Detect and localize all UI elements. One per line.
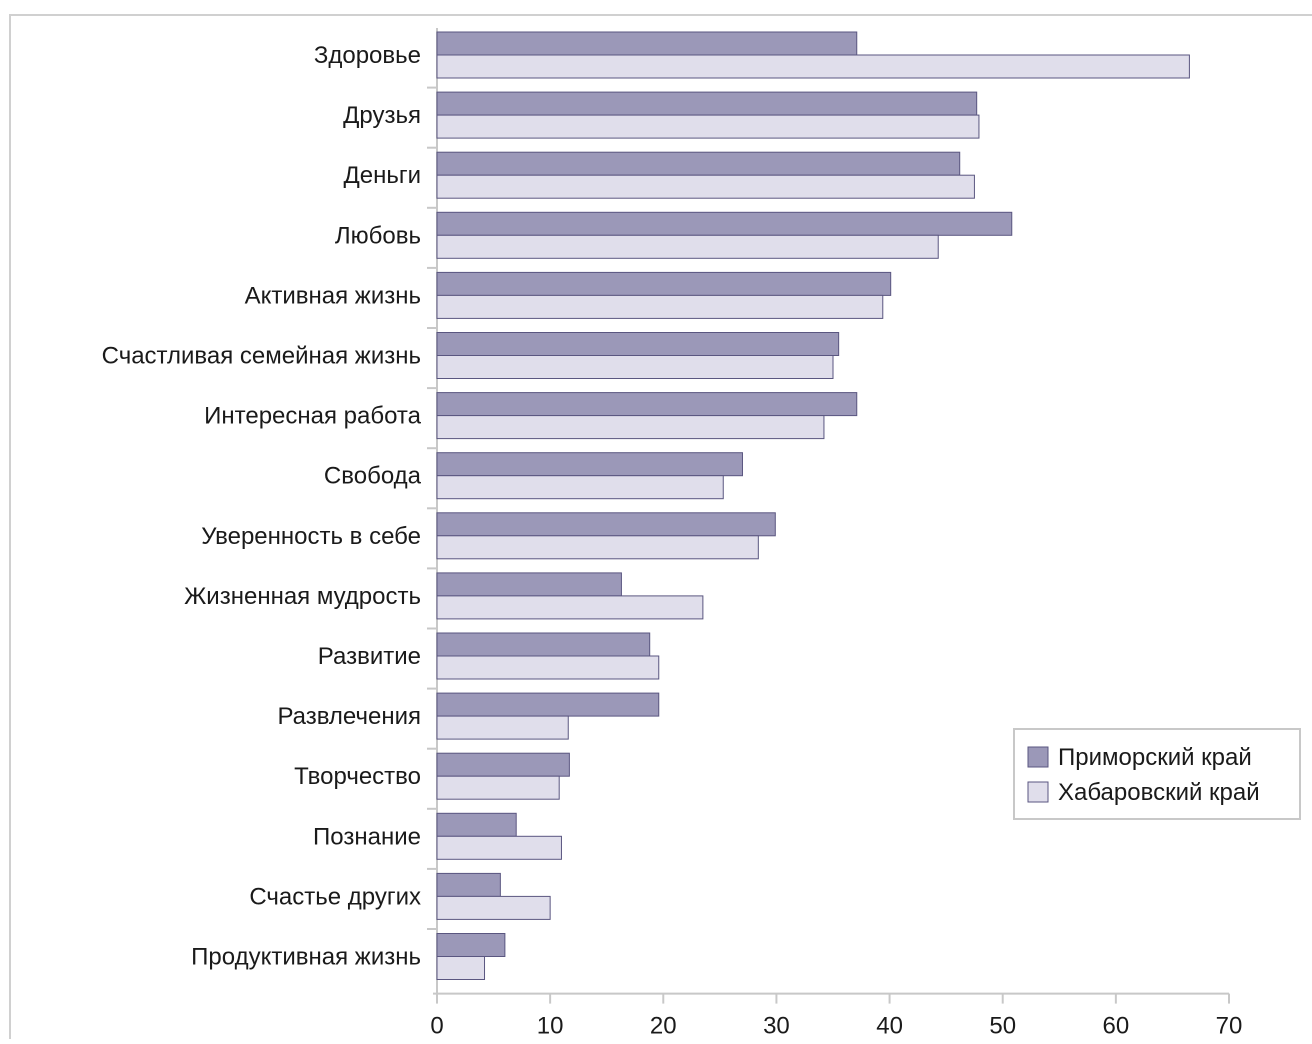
bar-primorsky-0 (436, 31, 858, 56)
bar-khabarovsk-13 (436, 835, 562, 860)
legend-swatch-khabarovsk (1027, 781, 1049, 803)
legend-label-khabarovsk: Хабаровский край (1058, 779, 1260, 806)
category-label: Счастливая семейная жизнь (102, 343, 421, 370)
x-tick-label: 30 (763, 1013, 790, 1039)
bar-khabarovsk-6 (436, 415, 825, 440)
category-label: Друзья (343, 102, 421, 129)
bar-khabarovsk-2 (436, 174, 975, 199)
category-label: Продуктивная жизнь (191, 944, 421, 971)
bar-primorsky-7 (436, 452, 743, 477)
category-label: Творчество (294, 763, 421, 790)
bar-khabarovsk-1 (436, 114, 980, 139)
x-tick-label: 60 (1103, 1013, 1130, 1039)
category-label: Счастье других (249, 883, 421, 910)
bar-primorsky-14 (436, 872, 501, 897)
legend-label-primorsky: Приморский край (1058, 744, 1252, 771)
category-label: Уверенность в себе (201, 523, 421, 550)
bar-khabarovsk-3 (436, 234, 939, 259)
legend: Приморский край Хабаровский край (1013, 728, 1301, 820)
bar-primorsky-4 (436, 271, 892, 296)
legend-box (1013, 728, 1301, 820)
bar-primorsky-6 (436, 392, 858, 417)
x-tick-label: 10 (537, 1013, 564, 1039)
category-label: Любовь (335, 222, 421, 249)
category-label: Свобода (324, 463, 422, 490)
bar-primorsky-12 (436, 752, 570, 777)
bar-primorsky-11 (436, 692, 660, 717)
bar-khabarovsk-11 (436, 715, 569, 740)
x-tick-label: 70 (1216, 1013, 1243, 1039)
bar-primorsky-1 (436, 91, 978, 116)
bar-khabarovsk-0 (436, 54, 1190, 79)
category-label: Интересная работа (204, 403, 422, 430)
bar-khabarovsk-4 (436, 294, 884, 319)
chart-frame (9, 14, 1312, 1044)
x-tick-label: 40 (876, 1013, 903, 1039)
legend-swatch-primorsky (1027, 746, 1049, 768)
bar-primorsky-13 (436, 812, 517, 837)
category-label: Познание (313, 823, 421, 850)
bar-khabarovsk-12 (436, 775, 560, 800)
bar-primorsky-8 (436, 512, 776, 537)
bar-primorsky-9 (436, 572, 622, 597)
bar-khabarovsk-8 (436, 535, 759, 560)
bar-khabarovsk-7 (436, 475, 724, 500)
bar-khabarovsk-14 (436, 895, 551, 920)
bar-primorsky-3 (436, 211, 1013, 236)
bar-khabarovsk-9 (436, 595, 704, 620)
x-tick-label: 50 (989, 1013, 1016, 1039)
bar-primorsky-10 (436, 632, 651, 657)
bar-primorsky-5 (436, 332, 840, 356)
bar-primorsky-2 (436, 151, 961, 176)
category-label: Жизненная мудрость (184, 583, 421, 610)
category-label: Активная жизнь (245, 282, 421, 309)
category-label: Деньги (343, 162, 421, 189)
bar-khabarovsk-5 (436, 355, 834, 379)
bar-khabarovsk-15 (436, 956, 486, 980)
category-label: Развитие (318, 643, 421, 670)
bar-primorsky-15 (436, 933, 506, 957)
bar-khabarovsk-10 (436, 655, 660, 680)
x-tick-label: 20 (650, 1013, 677, 1039)
x-tick-label: 0 (430, 1013, 443, 1039)
category-label: Развлечения (277, 703, 421, 730)
category-label: Здоровье (314, 42, 421, 69)
